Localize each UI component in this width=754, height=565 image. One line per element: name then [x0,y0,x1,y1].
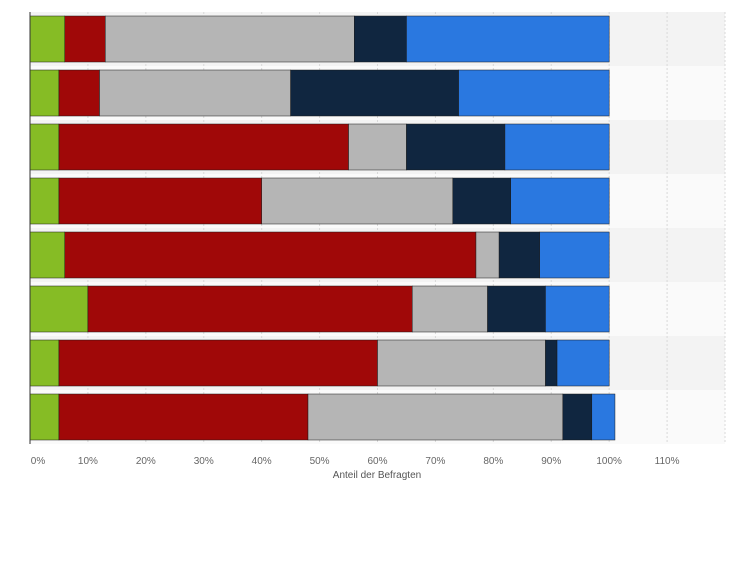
bars [29,15,616,441]
bar-segment [539,231,610,279]
x-tick-label: 20% [136,456,156,467]
bar-segment [475,231,500,279]
bar-segment [29,285,89,333]
bar-segment [510,177,610,225]
x-tick-label: 110% [655,456,680,467]
bar-segment [261,177,454,225]
bar-segment [105,15,355,63]
bar-segment [562,393,593,441]
bar-segment [545,339,558,387]
bar-segment [29,123,60,171]
bar-segment [556,339,610,387]
bar-segment [290,69,459,117]
bar-segment [504,123,610,171]
bar-segment [58,177,262,225]
bar-segment [58,69,100,117]
bar-segment [412,285,488,333]
bar-segment [58,339,378,387]
x-tick-label: 10% [78,456,98,467]
bar-segment [458,69,610,117]
bar-segment [348,123,407,171]
x-tick-label: 40% [252,456,272,467]
x-tick-label: 70% [425,456,445,467]
x-tick-label: 100% [596,456,622,467]
bar-segment [591,393,616,441]
bar-segment [58,123,349,171]
bar-segment [64,231,477,279]
x-tick-label: 30% [194,456,214,467]
bar-segment [498,231,540,279]
bar-segment [29,15,65,63]
bar-segment [545,285,610,333]
bar-segment [64,15,106,63]
bar-segment [29,393,60,441]
bar-segment [29,339,60,387]
bar-segment [452,177,511,225]
bar-segment [377,339,546,387]
x-tick-label: 90% [541,456,561,467]
bar-segment [29,177,60,225]
bar-segment [29,231,65,279]
bar-segment [406,123,506,171]
bar-segment [406,15,610,63]
x-tick-label: 60% [367,456,387,467]
x-tick-label: 50% [310,456,330,467]
bar-segment [487,285,546,333]
x-tick-labels: 0% 10% 20% 30% 40% 50% 60% 70% 80% 90% 100% 110% [31,456,680,467]
x-axis-title: Anteil der Befragten [333,470,421,481]
bar-segment [354,15,407,63]
bar-segment [307,393,564,441]
bar-segment [87,285,413,333]
bar-segment [99,69,291,117]
bar-segment [58,393,309,441]
x-tick-label: 0% [31,456,46,467]
x-tick-label: 80% [483,456,503,467]
bar-segment [29,69,60,117]
